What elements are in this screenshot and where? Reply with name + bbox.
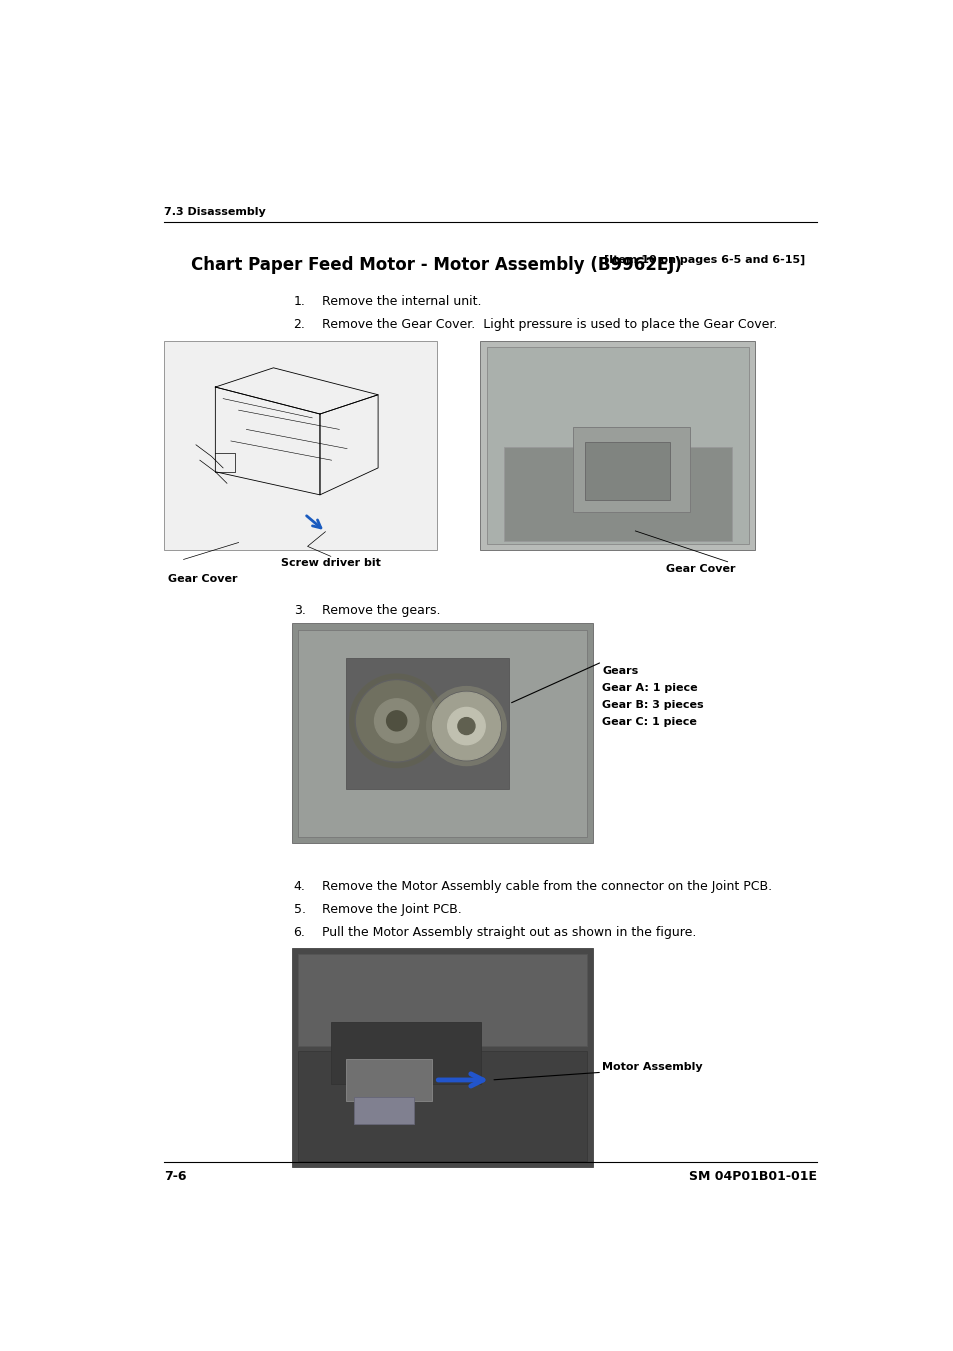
Text: Remove the Motor Assembly cable from the connector on the Joint PCB.: Remove the Motor Assembly cable from the… [322,880,772,893]
Bar [354,1097,414,1124]
Circle shape [386,711,406,731]
Text: 4.: 4. [294,880,305,893]
Circle shape [447,708,485,744]
Text: Motor Assembly: Motor Assembly [601,1062,702,1073]
Bar [292,623,592,843]
Bar [486,347,748,544]
Text: 3.: 3. [294,604,305,617]
Text: Gear A: 1 piece: Gear A: 1 piece [601,682,697,693]
Text: Gear Cover: Gear Cover [168,574,237,584]
Text: Remove the Gear Cover.  Light pressure is used to place the Gear Cover.: Remove the Gear Cover. Light pressure is… [322,317,777,331]
Text: 5.: 5. [294,902,305,916]
Text: [Item 10 on pages 6-5 and 6-15]: [Item 10 on pages 6-5 and 6-15] [603,254,804,265]
Text: 6.: 6. [294,925,305,939]
Bar [292,947,592,1167]
Text: Remove the gears.: Remove the gears. [322,604,440,617]
Bar [480,340,754,550]
Text: Chart Paper Feed Motor - Motor Assembly (B9962EJ): Chart Paper Feed Motor - Motor Assembly … [192,257,681,274]
Circle shape [457,717,475,735]
Text: SM 04P01B01-01E: SM 04P01B01-01E [688,1170,816,1183]
Text: Pull the Motor Assembly straight out as shown in the figure.: Pull the Motor Assembly straight out as … [322,925,696,939]
Text: 7-6: 7-6 [164,1170,187,1183]
Circle shape [356,681,436,761]
Bar [346,658,509,789]
Text: Remove the internal unit.: Remove the internal unit. [322,295,481,308]
Text: Gear C: 1 piece: Gear C: 1 piece [601,716,697,727]
Text: Gears: Gears [601,666,638,676]
Bar [164,340,436,550]
Text: Screw driver bit: Screw driver bit [280,558,380,567]
Text: Remove the Joint PCB.: Remove the Joint PCB. [322,902,461,916]
Text: 1.: 1. [294,295,305,308]
Text: Gear Cover: Gear Cover [665,565,735,574]
Circle shape [375,698,418,743]
Text: Gear B: 3 pieces: Gear B: 3 pieces [601,700,703,709]
Circle shape [432,692,500,761]
Bar [298,954,586,1046]
Bar [346,1059,431,1101]
Bar [298,630,586,836]
Text: 7.3 Disassembly: 7.3 Disassembly [164,207,266,216]
Bar [584,442,670,500]
Bar [298,1051,586,1161]
Bar [331,1023,480,1084]
Text: 2.: 2. [294,317,305,331]
Bar [573,427,689,512]
Bar [503,447,731,540]
